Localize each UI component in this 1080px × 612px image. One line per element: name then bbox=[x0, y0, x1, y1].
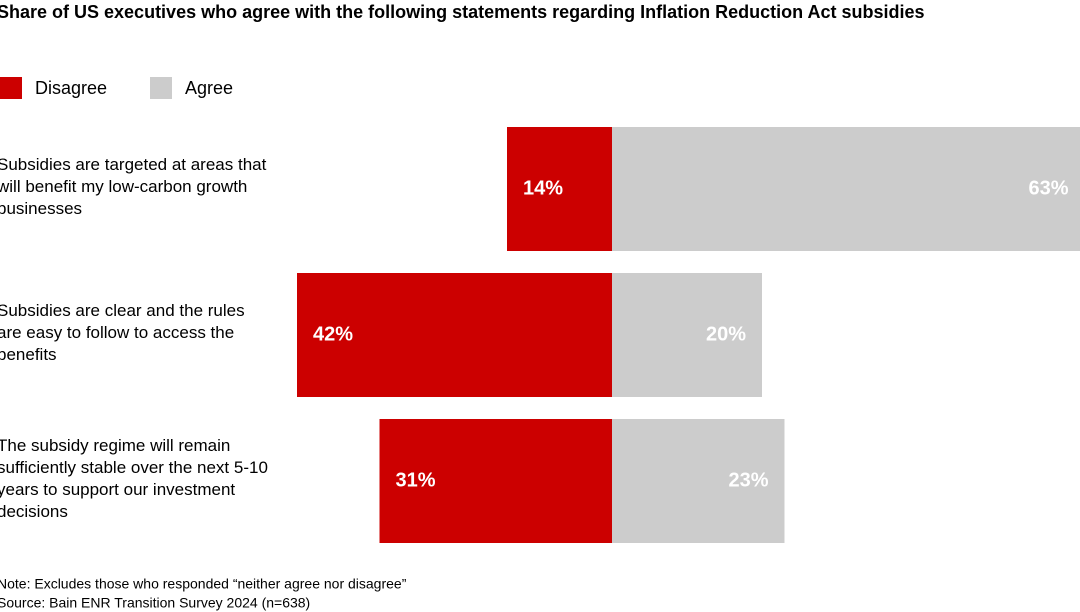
data-label: 63% bbox=[1028, 177, 1068, 199]
bar bbox=[612, 273, 762, 397]
bar bbox=[379, 419, 612, 543]
bar bbox=[612, 127, 1080, 251]
data-label: 20% bbox=[706, 323, 746, 345]
bar bbox=[507, 127, 612, 251]
legend-swatch bbox=[150, 77, 172, 99]
note: Note: Excludes those who responded “neit… bbox=[0, 576, 407, 592]
bar bbox=[612, 419, 785, 543]
data-label: 23% bbox=[728, 469, 768, 491]
source: Source: Bain ENR Transition Survey 2024 … bbox=[0, 595, 310, 611]
bar bbox=[297, 273, 612, 397]
legend-label: Agree bbox=[185, 78, 233, 98]
category-label: Subsidies are clear and the rules are ea… bbox=[0, 301, 245, 364]
legend-swatch bbox=[0, 77, 22, 99]
data-label: 14% bbox=[523, 177, 563, 199]
category-label: Subsidies are targeted at areas that wil… bbox=[0, 155, 267, 218]
data-label: 31% bbox=[396, 469, 436, 491]
data-label: 42% bbox=[313, 323, 353, 345]
category-label: The subsidy regime will remain sufficien… bbox=[0, 436, 268, 521]
chart-title: Share of US executives who agree with th… bbox=[0, 2, 925, 22]
legend-label: Disagree bbox=[35, 78, 107, 98]
